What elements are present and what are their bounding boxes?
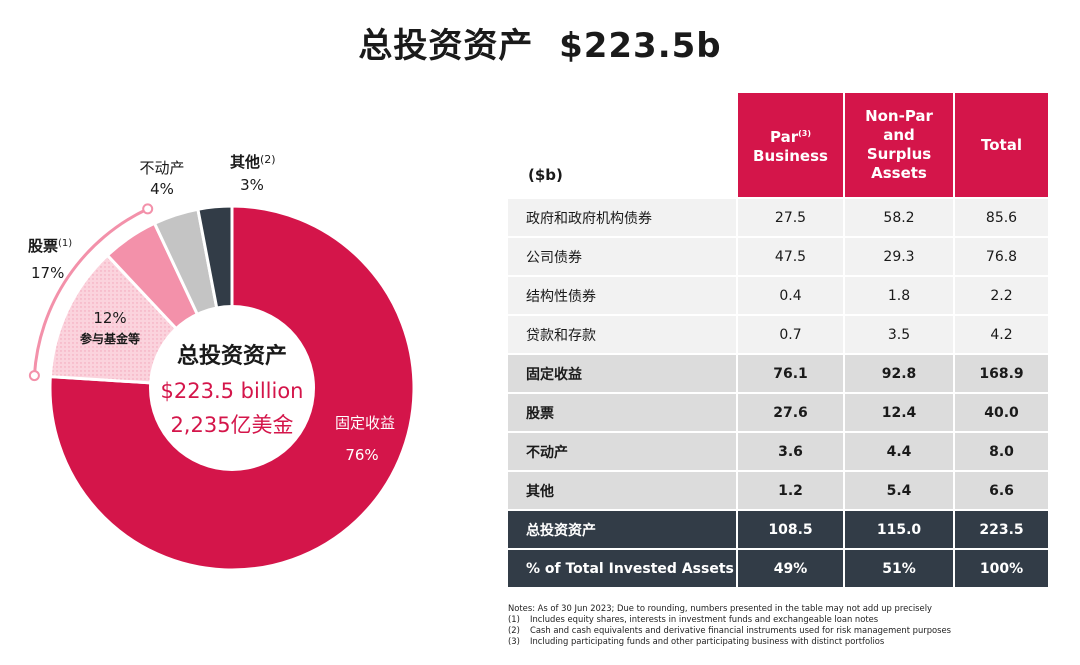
row-label: % of Total Invested Assets xyxy=(508,550,736,589)
cell-par: 0.4 xyxy=(736,277,843,316)
table-row: 贷款和存款 0.7 3.5 4.2 xyxy=(508,316,1048,355)
center-amount-cny: 2,235亿美金 xyxy=(170,413,293,437)
cell-nonpar: 12.4 xyxy=(843,394,953,433)
row-label: 结构性债券 xyxy=(508,277,736,316)
footnotes: Notes: As of 30 Jun 2023; Due to roundin… xyxy=(508,603,1068,647)
table-row-subtotal: 不动产 3.6 4.4 8.0 xyxy=(508,433,1048,472)
row-label: 公司债券 xyxy=(508,238,736,277)
page-title: 总投资资产 $223.5b xyxy=(358,26,722,66)
row-label: 其他 xyxy=(508,472,736,511)
group-label-equity: 股票(1) xyxy=(28,237,72,255)
header-par-business: Par(3) Business xyxy=(736,93,843,197)
center-title: 总投资资产 xyxy=(177,343,287,369)
table-row: 结构性债券 0.4 1.8 2.2 xyxy=(508,277,1048,316)
cell-total: 223.5 xyxy=(953,511,1048,550)
cell-total: 168.9 xyxy=(953,355,1048,394)
row-label: 总投资资产 xyxy=(508,511,736,550)
slice-label-realestate: 不动产 xyxy=(139,159,184,177)
center-amount-usd: $223.5 billion xyxy=(161,379,304,403)
group-value-equity: 17% xyxy=(31,264,64,282)
row-label: 股票 xyxy=(508,394,736,433)
cell-nonpar: 3.5 xyxy=(843,316,953,355)
cell-par: 108.5 xyxy=(736,511,843,550)
slice-label-funds: 参与基金等 xyxy=(80,331,140,346)
slice-value-funds: 12% xyxy=(93,309,126,327)
cell-par: 49% xyxy=(736,550,843,589)
cell-total: 85.6 xyxy=(953,197,1048,238)
table-row-subtotal: 固定收益 76.1 92.8 168.9 xyxy=(508,355,1048,394)
table-row: 政府和政府机构债券 27.5 58.2 85.6 xyxy=(508,197,1048,238)
equity-arc-end-dot xyxy=(142,203,154,215)
footnote-intro: Notes: As of 30 Jun 2023; Due to roundin… xyxy=(508,603,932,613)
cell-par: 1.2 xyxy=(736,472,843,511)
slice-value-other: 3% xyxy=(240,176,264,194)
table-row-subtotal: 股票 27.6 12.4 40.0 xyxy=(508,394,1048,433)
footnote: (2) Cash and cash equivalents and derivat… xyxy=(508,625,952,635)
pie-slice-fixed xyxy=(48,204,416,572)
row-label: 政府和政府机构债券 xyxy=(508,197,736,238)
cell-par: 27.5 xyxy=(736,197,843,238)
cell-nonpar: 58.2 xyxy=(843,197,953,238)
cell-total: 8.0 xyxy=(953,433,1048,472)
cell-total: 40.0 xyxy=(953,394,1048,433)
cell-nonpar: 4.4 xyxy=(843,433,953,472)
slice-value-fixed: 76% xyxy=(345,446,378,464)
row-label: 不动产 xyxy=(508,433,736,472)
cell-par: 47.5 xyxy=(736,238,843,277)
footnote: (3) Including participating funds and oth… xyxy=(508,636,885,646)
slice-label-fixed: 固定收益 xyxy=(335,414,395,432)
row-label: 贷款和存款 xyxy=(508,316,736,355)
header-total: Total xyxy=(953,93,1048,197)
cell-par: 0.7 xyxy=(736,316,843,355)
footnote: (1) Includes equity shares, interests in … xyxy=(508,614,879,624)
cell-nonpar: 5.4 xyxy=(843,472,953,511)
equity-group-arc xyxy=(32,207,149,376)
unit-label: ($b) xyxy=(528,166,563,184)
assets-table: ($b) Par(3) Business Non-Par and Surplus … xyxy=(508,93,1048,589)
donut-chart: 总投资资产 $223.5 billion 2,235亿美金 固定收益 76% 1… xyxy=(28,153,416,572)
table-row-total: 总投资资产 108.5 115.0 223.5 xyxy=(508,511,1048,550)
cell-nonpar: 115.0 xyxy=(843,511,953,550)
cell-nonpar: 51% xyxy=(843,550,953,589)
row-label: 固定收益 xyxy=(508,355,736,394)
table-row-percent: % of Total Invested Assets 49% 51% 100% xyxy=(508,550,1048,589)
cell-total: 76.8 xyxy=(953,238,1048,277)
table-header-row: ($b) Par(3) Business Non-Par and Surplus … xyxy=(508,93,1048,197)
cell-total: 2.2 xyxy=(953,277,1048,316)
cell-total: 6.6 xyxy=(953,472,1048,511)
cell-nonpar: 29.3 xyxy=(843,238,953,277)
equity-arc-end-dot xyxy=(28,370,40,382)
cell-total: 100% xyxy=(953,550,1048,589)
header-nonpar-surplus: Non-Par and Surplus Assets xyxy=(843,93,953,197)
cell-nonpar: 92.8 xyxy=(843,355,953,394)
cell-nonpar: 1.8 xyxy=(843,277,953,316)
table-row: 公司债券 47.5 29.3 76.8 xyxy=(508,238,1048,277)
cell-par: 27.6 xyxy=(736,394,843,433)
slice-value-realestate: 4% xyxy=(150,180,174,198)
cell-par: 3.6 xyxy=(736,433,843,472)
slice-label-other: 其他(2) xyxy=(230,153,276,171)
cell-total: 4.2 xyxy=(953,316,1048,355)
table-row-subtotal: 其他 1.2 5.4 6.6 xyxy=(508,472,1048,511)
donut-hole xyxy=(149,305,315,471)
cell-par: 76.1 xyxy=(736,355,843,394)
